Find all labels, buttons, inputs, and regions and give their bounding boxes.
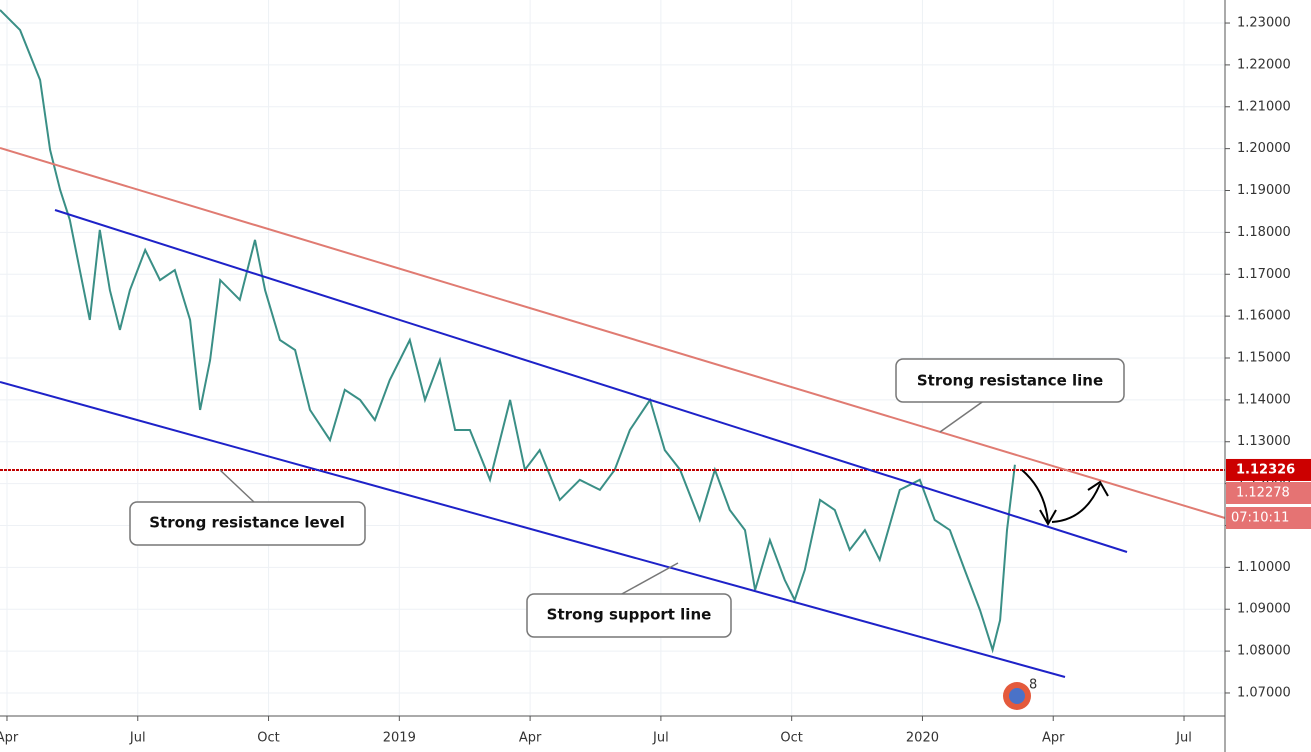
arrow-head — [1087, 480, 1109, 497]
channel-upper — [54, 209, 1128, 553]
callout-pointer — [219, 469, 256, 504]
x-tick-label: 2020 — [906, 731, 939, 746]
callout-box — [129, 501, 366, 546]
countdown-label: 07:10:11 — [1231, 511, 1289, 526]
y-tick-label: 1.18000 — [1237, 225, 1291, 240]
annotation: Strong resistance line — [917, 372, 1103, 390]
x-tick-label: Apr — [0, 731, 19, 746]
x-tick-label: Apr — [1042, 731, 1065, 746]
price-tag-label: 1.12278 — [1236, 486, 1290, 501]
x-tick-label: Oct — [257, 731, 279, 746]
annotation: Strong resistance level — [149, 514, 345, 532]
arrow-head — [1039, 509, 1057, 527]
arrow-down — [1021, 469, 1049, 523]
y-tick-label: 1.07000 — [1237, 685, 1291, 700]
y-tick-label: 1.17000 — [1237, 267, 1291, 282]
y-tick-label: 1.09000 — [1237, 602, 1291, 617]
badge-icon — [1009, 688, 1025, 704]
annotation: Strong support line — [547, 606, 712, 624]
countdown-tag — [1226, 507, 1311, 529]
callout-pointer — [619, 562, 679, 596]
y-tick-label: 1.08000 — [1237, 644, 1291, 659]
y-tick-label: 1.21000 — [1237, 99, 1291, 114]
arrow-up — [1051, 483, 1101, 523]
price-tag — [1226, 482, 1311, 504]
callout-box — [895, 358, 1125, 403]
callout-pointer — [939, 399, 986, 433]
y-tick-label: 1.22000 — [1237, 57, 1291, 72]
x-tick-label: Jul — [1175, 731, 1192, 746]
callout-box — [526, 593, 732, 638]
badge-count: 8 — [1029, 678, 1037, 693]
channel-lower — [0, 381, 1066, 678]
x-tick-label: Jul — [129, 731, 146, 746]
x-tick-label: Jul — [652, 731, 669, 746]
last-price-tag — [1226, 458, 1311, 481]
x-tick-label: 2019 — [383, 731, 416, 746]
y-tick-label: 1.13000 — [1237, 434, 1291, 449]
last-price-label: 1.12326 — [1236, 462, 1295, 477]
y-tick-label: 1.23000 — [1237, 16, 1291, 31]
y-tick-label: 1.15000 — [1237, 351, 1291, 366]
x-tick-label: Apr — [519, 731, 542, 746]
plot — [0, 9, 1225, 654]
y-tick-label: 1.19000 — [1237, 183, 1291, 198]
y-tick-label: 1.16000 — [1237, 309, 1291, 324]
y-tick-label: 1.10000 — [1237, 560, 1291, 575]
y-tick-label: 1.20000 — [1237, 141, 1291, 156]
resistance-trendline — [0, 147, 1226, 519]
price-line — [0, 9, 1016, 654]
y-tick-label: 1.14000 — [1237, 392, 1291, 407]
x-tick-label: Oct — [780, 731, 802, 746]
